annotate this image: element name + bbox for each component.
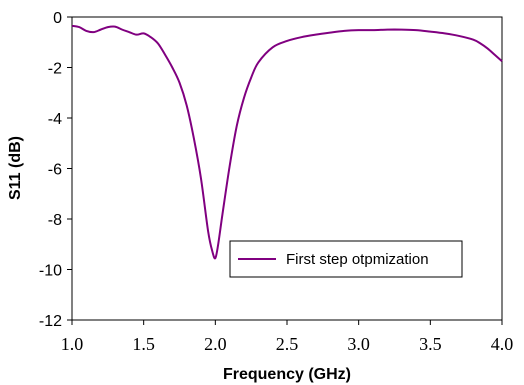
x-tick-label: 1.0 xyxy=(61,334,84,354)
legend-label: First step otpmization xyxy=(286,251,429,268)
y-tick-label: -6 xyxy=(48,162,62,179)
x-tick-label: 4.0 xyxy=(491,334,514,354)
y-tick-label: -8 xyxy=(48,212,62,229)
y-axis-label: S11 (dB) xyxy=(7,136,24,200)
x-tick-label: 2.0 xyxy=(204,334,227,354)
x-tick-label: 3.5 xyxy=(419,334,442,354)
y-tick-label: -12 xyxy=(39,313,62,330)
series-line xyxy=(71,24,503,260)
legend: First step otpmization xyxy=(229,240,463,278)
x-tick-label: 3.0 xyxy=(347,334,370,354)
y-axis-ticks: 0 -2 -4 -6 -8 -10 -12 xyxy=(39,10,72,330)
y-tick-label: -10 xyxy=(39,263,62,280)
x-tick-label: 1.5 xyxy=(132,334,155,354)
x-tick-label: 2.5 xyxy=(276,334,299,354)
x-axis-label: Frequency (GHz) xyxy=(223,366,351,383)
y-tick-label: -4 xyxy=(48,111,62,128)
y-tick-label: 0 xyxy=(53,10,62,27)
y-tick-label: -2 xyxy=(48,61,62,78)
x-axis-ticks: 1.0 1.5 2.0 2.5 3.0 3.5 4.0 xyxy=(61,320,514,354)
